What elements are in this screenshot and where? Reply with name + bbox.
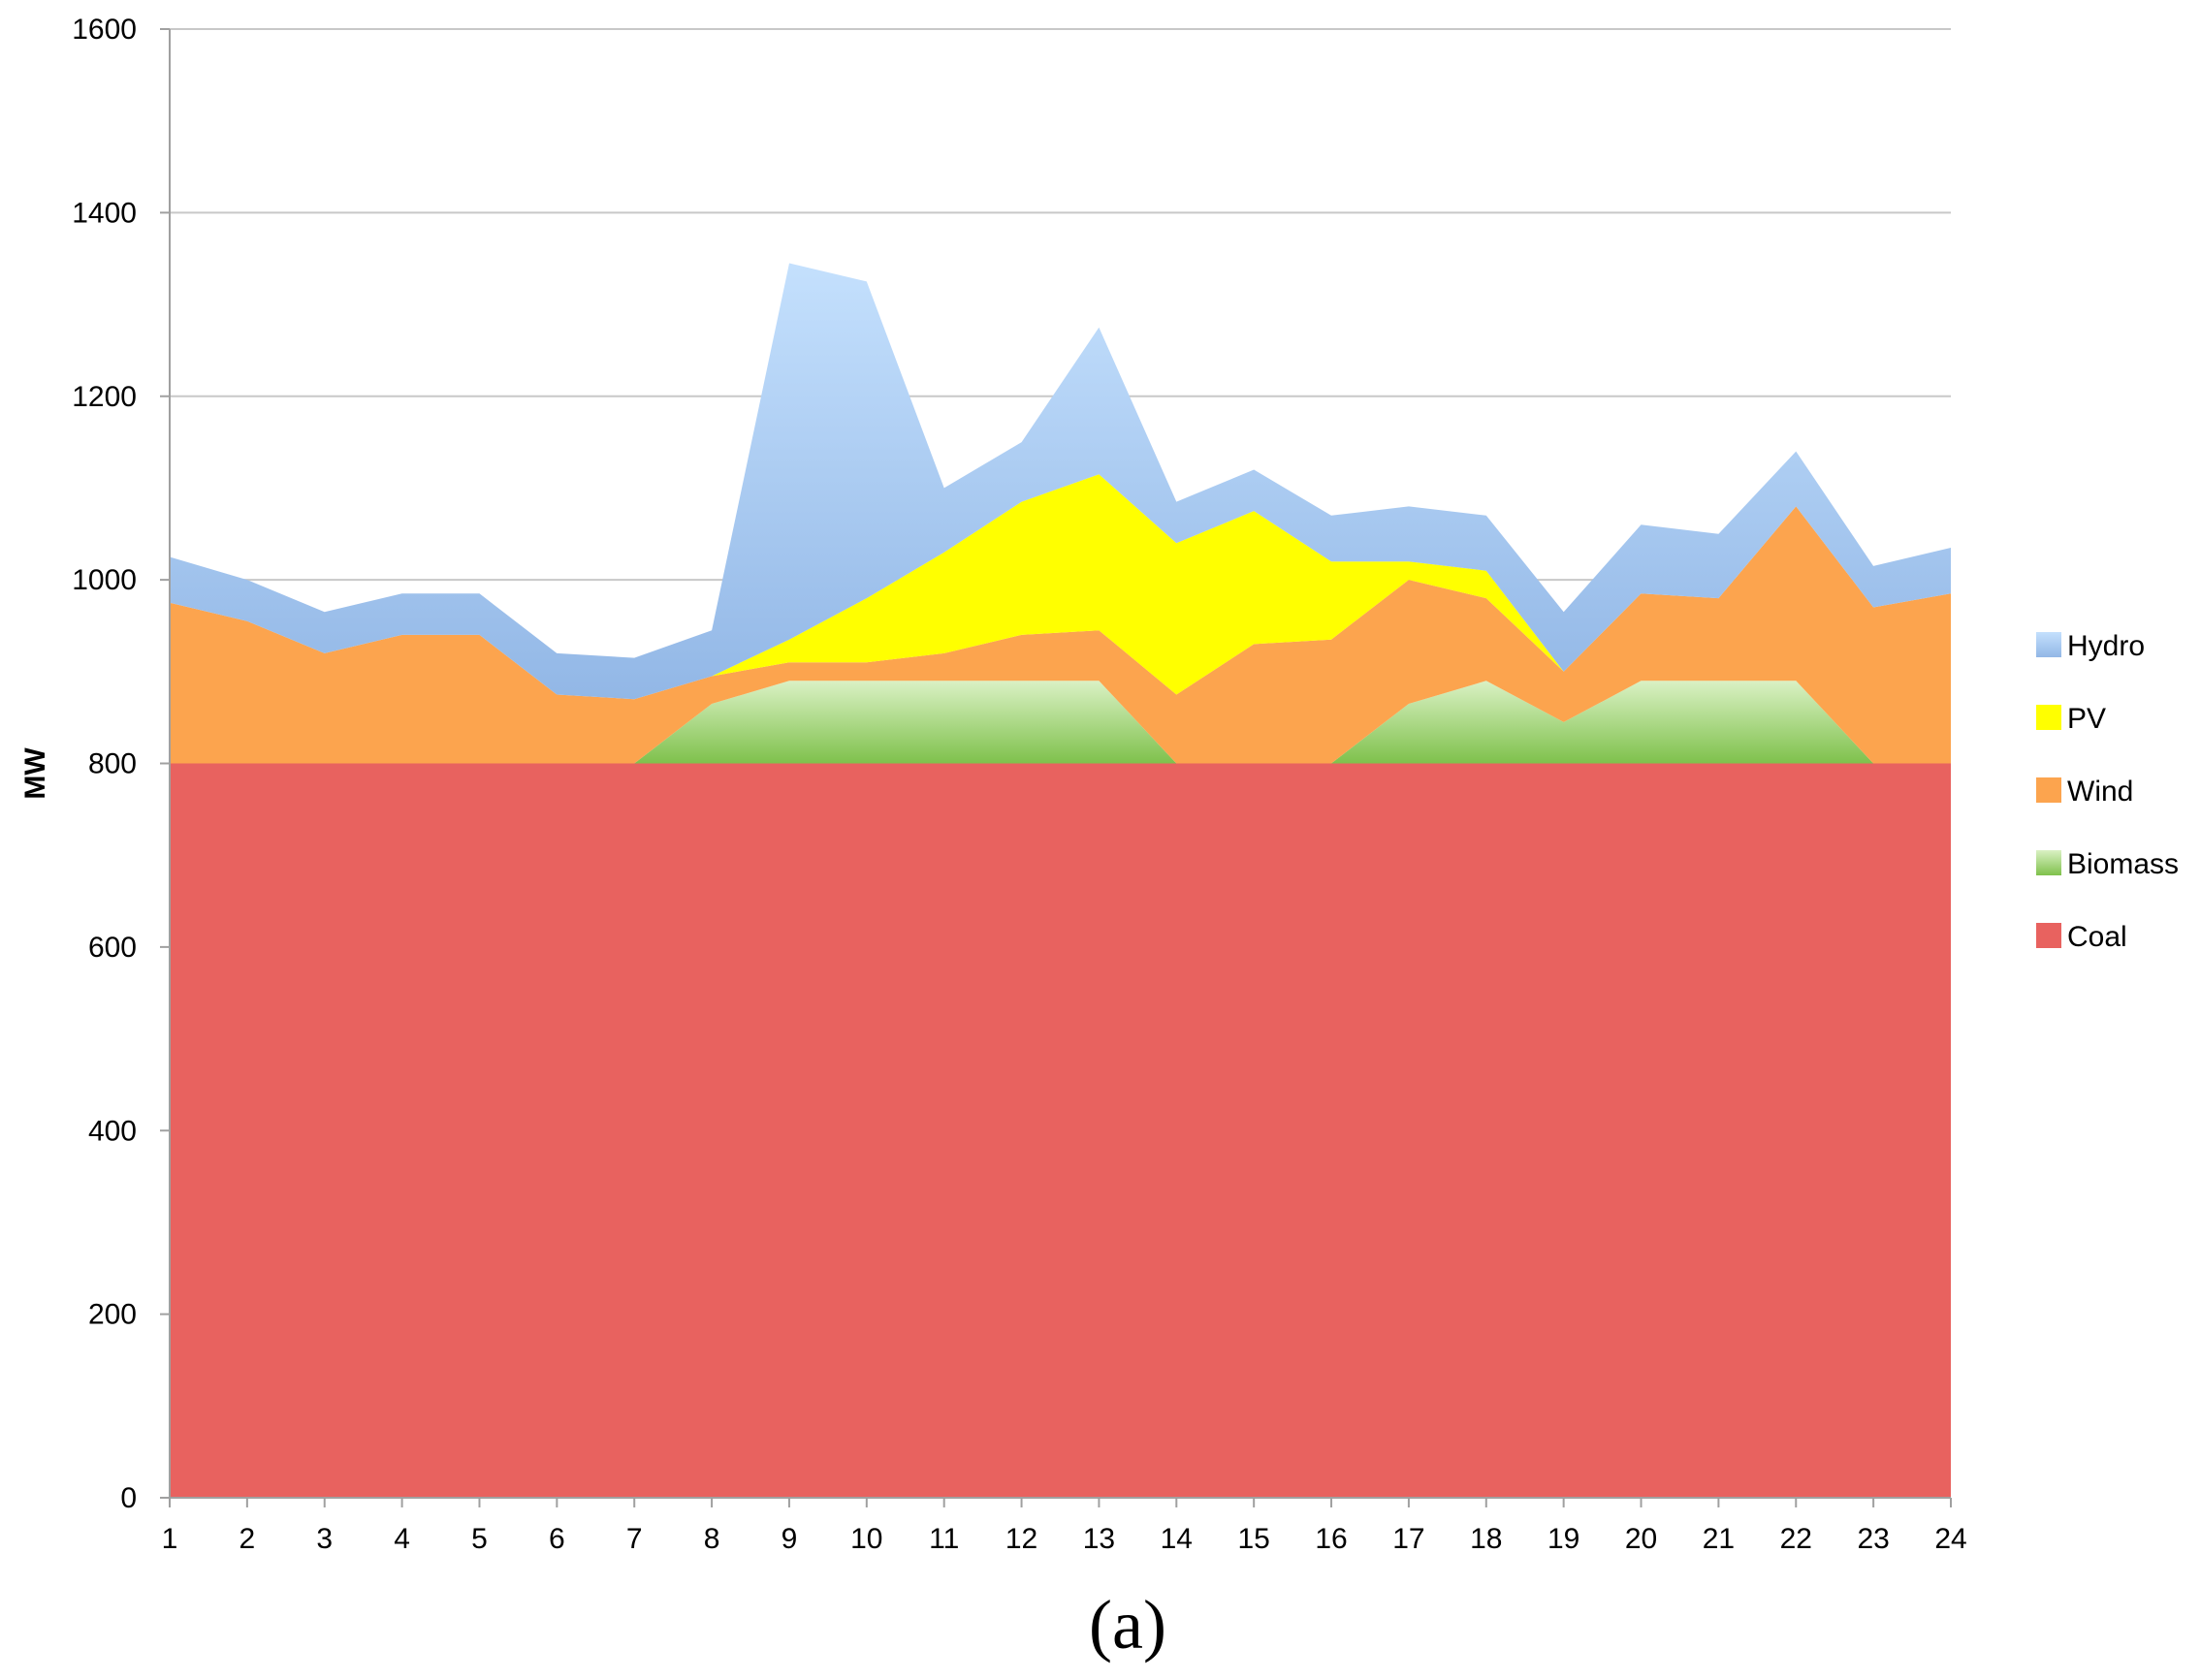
x-tick-label: 4 (394, 1523, 410, 1555)
x-tick-label: 17 (1392, 1523, 1424, 1555)
x-tick-label: 2 (239, 1523, 256, 1555)
area-coal (170, 763, 1951, 1498)
legend-swatch-hydro (2036, 632, 2061, 657)
legend-label-biomass: Biomass (2067, 848, 2179, 880)
legend-swatch-coal (2036, 923, 2061, 948)
y-tick-labels: 0 200 400 600 800 1000 1200 1400 1600 (72, 14, 137, 1514)
area-pv (170, 474, 1951, 700)
area-hydro (170, 263, 1951, 700)
x-tick-label: 19 (1547, 1523, 1579, 1555)
y-tick-label: 1600 (72, 14, 137, 46)
x-tick-label: 20 (1625, 1523, 1657, 1555)
legend-label-coal: Coal (2067, 921, 2127, 953)
plot-areas (170, 263, 1951, 1498)
area-biomass (170, 681, 1951, 764)
x-tick-label: 23 (1857, 1523, 1889, 1555)
x-tick-label: 11 (929, 1523, 959, 1555)
x-tick-label: 12 (1005, 1523, 1037, 1555)
x-tick-label: 1 (162, 1523, 178, 1555)
y-tick-label: 1200 (72, 381, 137, 413)
x-tick-label: 9 (782, 1523, 798, 1555)
x-tick-label: 10 (850, 1523, 882, 1555)
x-tick-label: 21 (1703, 1523, 1735, 1555)
y-tick-label: 1400 (72, 197, 137, 229)
y-tick-label: 1000 (72, 564, 137, 596)
x-tick-label: 8 (704, 1523, 720, 1555)
y-axis-title: MW (19, 747, 51, 800)
figure-caption: (a) (1089, 1586, 1166, 1664)
x-tick-label: 14 (1161, 1523, 1193, 1555)
x-tick-label: 13 (1083, 1523, 1115, 1555)
y-tick-label: 400 (88, 1115, 137, 1147)
x-tick-label: 22 (1780, 1523, 1812, 1555)
x-tick-label: 6 (549, 1523, 565, 1555)
x-tick-label: 16 (1315, 1523, 1347, 1555)
x-tick-label: 3 (316, 1523, 333, 1555)
legend-label-wind: Wind (2067, 776, 2133, 808)
x-tick-label: 18 (1470, 1523, 1502, 1555)
legend-label-hydro: Hydro (2067, 630, 2145, 662)
x-tick-label: 15 (1237, 1523, 1269, 1555)
area-wind (170, 506, 1951, 764)
legend-label-pv: PV (2067, 703, 2106, 735)
x-tick-label: 7 (626, 1523, 643, 1555)
x-tick-labels: 1 2 3 4 5 6 7 8 9 10 11 12 13 14 15 16 17 18 19 20 21 22 23 24 (162, 1523, 1967, 1555)
legend: Hydro PV Wind Biomass Coal (2036, 630, 2179, 953)
axes (160, 28, 1952, 1507)
legend-swatch-biomass (2036, 850, 2061, 875)
x-tick-label: 24 (1934, 1523, 1966, 1555)
y-tick-label: 800 (88, 748, 137, 780)
legend-swatch-pv (2036, 705, 2061, 730)
y-tick-label: 200 (88, 1299, 137, 1331)
x-tick-label: 5 (471, 1523, 488, 1555)
y-tick-label: 0 (120, 1482, 137, 1514)
y-tick-label: 600 (88, 932, 137, 964)
legend-swatch-wind (2036, 777, 2061, 803)
